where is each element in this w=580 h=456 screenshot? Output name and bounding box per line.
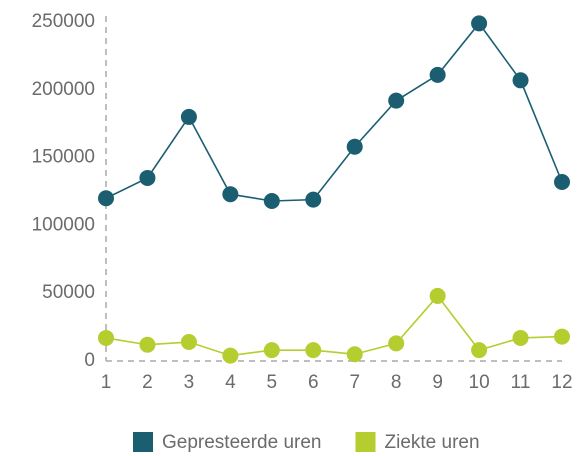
point [139,169,156,186]
legend-label: Gepresteerde uren [162,432,322,453]
x-tick-label: 5 [267,372,278,393]
point [346,138,363,155]
x-tick-label: 2 [142,372,153,393]
series-line [105,22,563,202]
legend-label: Ziekte uren [385,432,480,453]
point [471,15,488,32]
point [222,347,239,364]
series-line [105,294,563,357]
x-tick-label: 9 [432,372,443,393]
point [139,336,156,353]
point [554,174,570,191]
point [180,334,197,351]
point [346,346,363,363]
y-tick-label: 150000 [32,147,95,168]
x-tick-label: 10 [469,372,490,393]
y-tick-label: 50000 [42,282,95,303]
point [554,328,570,345]
y-tick-label: 100000 [32,214,95,235]
point [98,190,114,207]
y-tick-label: 200000 [32,79,95,100]
legend-swatch [355,432,376,452]
x-tick-label: 1 [101,372,112,393]
y-tick-label: 0 [84,350,95,371]
point [305,191,322,208]
point [429,287,446,304]
point [471,342,488,359]
point [263,192,280,209]
x-tick-label: 7 [349,372,360,393]
point [388,335,405,352]
x-tick-label: 6 [308,372,319,393]
x-tick-label: 4 [225,372,236,393]
point [512,329,529,346]
point [429,66,446,83]
x-tick-label: 8 [391,372,402,393]
point [180,108,197,125]
point [222,186,239,203]
y-tick-label: 250000 [32,11,95,32]
point [512,72,529,89]
point [305,342,322,359]
legend-swatch [133,432,153,452]
x-tick-label: 11 [511,372,531,393]
point [263,342,280,359]
point [98,329,114,346]
x-tick-label: 12 [551,372,572,393]
point [388,92,405,109]
x-tick-label: 3 [184,372,195,393]
